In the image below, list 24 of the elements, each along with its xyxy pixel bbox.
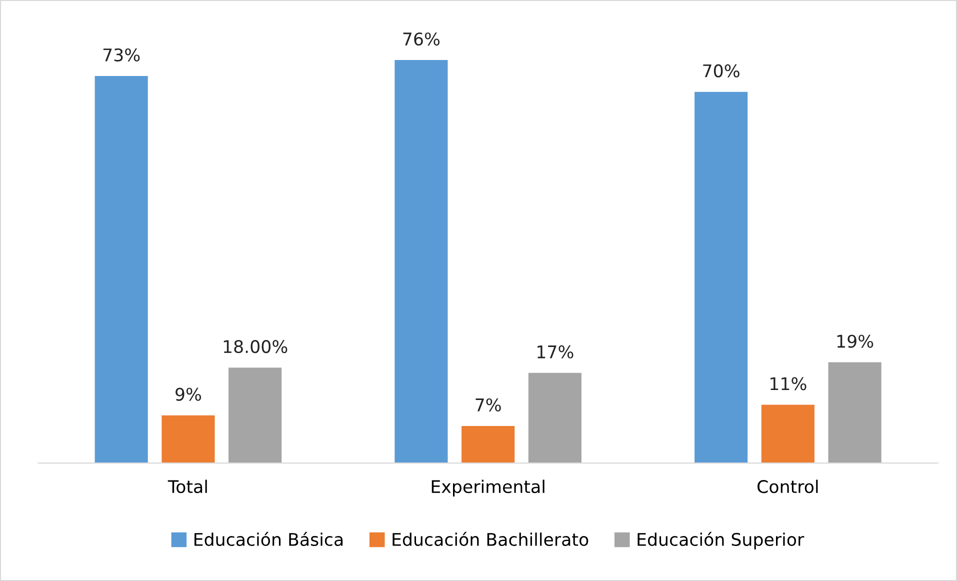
data-label: 73% (103, 48, 140, 62)
bar (394, 60, 448, 464)
bar (162, 415, 215, 464)
x-tick-label: Experimental (432, 480, 544, 497)
data-label: 17% (538, 345, 574, 358)
bar (228, 368, 282, 464)
data-label: 11% (770, 377, 806, 390)
data-label: 7% (476, 398, 501, 412)
data-label: 70% (703, 64, 740, 78)
legend-label: Educación Bachillerato (392, 532, 588, 546)
bar (462, 426, 515, 464)
data-label: 19% (837, 334, 874, 348)
data-label: 9% (176, 388, 202, 401)
bar (694, 92, 748, 464)
bar (94, 76, 148, 464)
bar (528, 372, 582, 464)
bar (828, 362, 882, 464)
bar (761, 404, 814, 464)
x-tick-label: Control (758, 480, 818, 494)
legend-label: Educación Básica (194, 532, 343, 546)
data-label: 76% (403, 32, 440, 46)
x-tick-label: Total (168, 480, 207, 494)
data-label: 18.00% (224, 340, 288, 354)
legend-label: Educación Superior (638, 532, 804, 550)
